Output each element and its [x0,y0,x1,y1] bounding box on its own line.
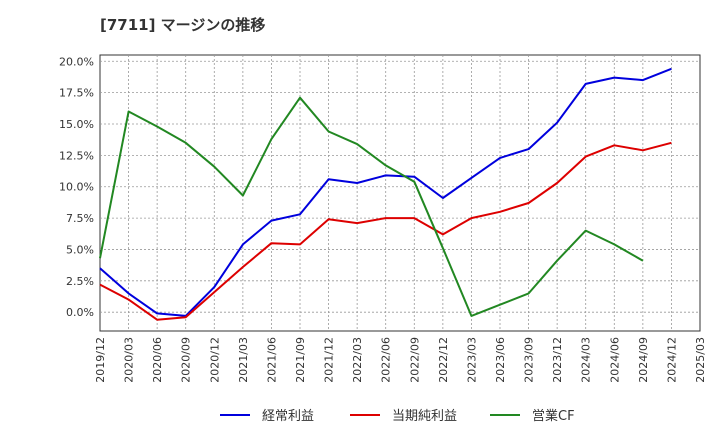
x-tick-label: 2025/03 [694,337,707,383]
x-tick-label: 2020/12 [208,337,221,383]
x-tick-label: 2020/09 [180,337,193,383]
x-tick-label: 2024/03 [580,337,593,383]
legend-label: 営業CF [532,408,575,424]
series-line [99,96,644,317]
x-tick-label: 2023/03 [465,337,478,383]
series-line [99,67,672,317]
x-tick-label: 2021/12 [323,337,336,383]
y-tick-label: 0.0% [66,306,94,319]
legend: 経常利益 当期純利益 営業CF [220,408,575,424]
y-tick-label: 10.0% [59,181,94,194]
y-tick-label: 7.5% [66,212,94,225]
y-tick-label: 5.0% [66,243,94,256]
x-axis-ticks: 2019/12 2020/03 2020/06 2020/09 2020/12 2021/… [94,337,707,383]
x-tick-label: 2023/06 [494,337,507,383]
x-tick-label: 2023/09 [523,337,536,383]
plot-area [99,54,701,332]
y-tick-label: 15.0% [59,118,94,131]
legend-label: 経常利益 [262,409,314,424]
chart-title: [7711] マージンの推移 [100,16,266,34]
y-tick-label: 12.5% [59,149,94,162]
x-tick-label: 2024/09 [637,337,650,383]
x-tick-label: 2021/03 [237,337,250,383]
legend-label: 当期純利益 [392,409,457,424]
series-line [99,141,672,321]
x-tick-label: 2020/06 [151,337,164,383]
x-tick-label: 2024/06 [608,337,621,383]
y-tick-label: 2.5% [66,275,94,288]
x-tick-label: 2023/12 [551,337,564,383]
y-tick-label: 17.5% [59,87,94,100]
x-tick-label: 2021/09 [294,337,307,383]
x-tick-label: 2019/12 [94,337,107,383]
x-tick-label: 2022/12 [437,337,450,383]
y-tick-label: 20.0% [59,55,94,68]
series-lines [99,67,672,321]
x-tick-label: 2024/12 [665,337,678,383]
x-tick-label: 2020/03 [123,337,136,383]
x-tick-label: 2021/06 [265,337,278,383]
x-tick-label: 2022/09 [408,337,421,383]
x-tick-label: 2022/06 [380,337,393,383]
y-axis-ticks: 0.0% 2.5% 5.0% 7.5% 10.0% 12.5% 15.0% 17.5% 20.0… [59,55,94,319]
x-tick-label: 2022/03 [351,337,364,383]
